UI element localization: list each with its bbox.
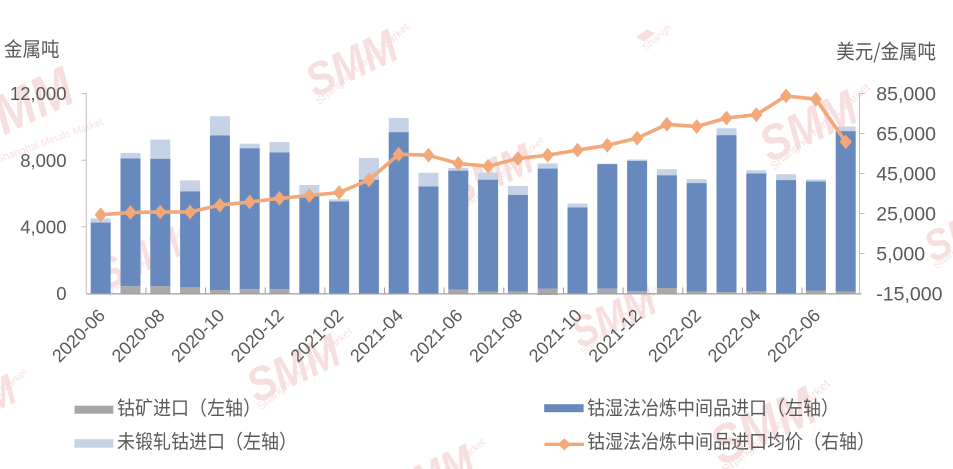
svg-text:25,000: 25,000: [876, 204, 936, 226]
svg-text:4,000: 4,000: [20, 217, 66, 238]
svg-text:-15,000: -15,000: [876, 284, 942, 306]
svg-text:8,000: 8,000: [20, 150, 66, 171]
svg-text:65,000: 65,000: [876, 124, 936, 146]
svg-text:12,000: 12,000: [10, 83, 67, 104]
svg-text:45,000: 45,000: [876, 164, 936, 186]
svg-text:0: 0: [56, 283, 66, 304]
svg-text:5,000: 5,000: [876, 244, 925, 266]
svg-text:85,000: 85,000: [876, 84, 936, 106]
